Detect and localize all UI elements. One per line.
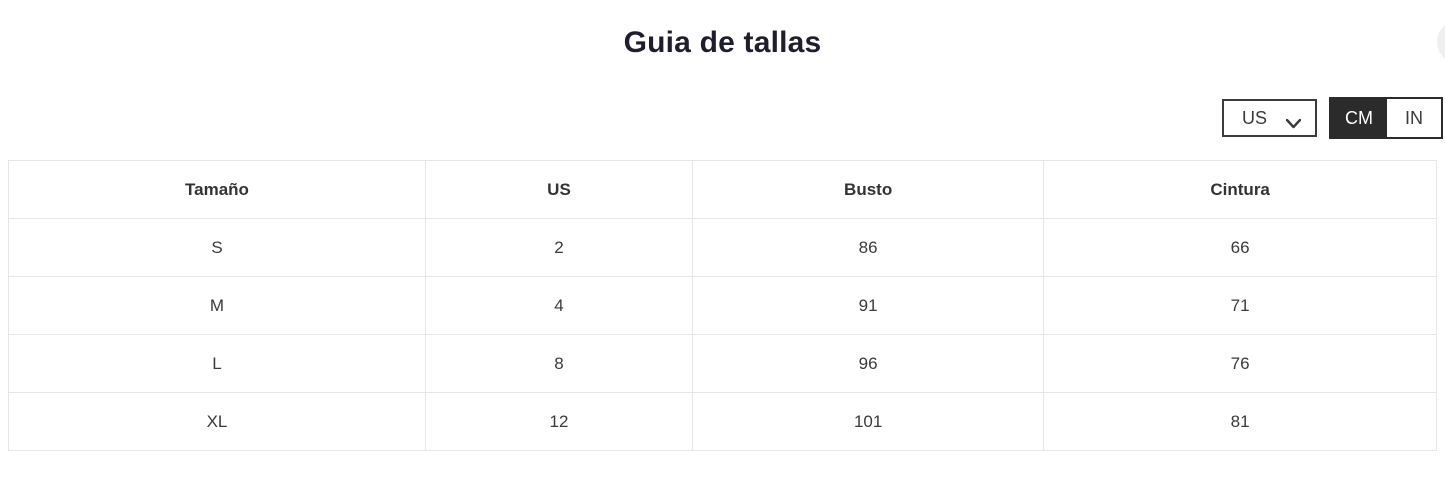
table-header-row: Tamaño US Busto Cintura xyxy=(8,160,1437,219)
unit-controls: US CM IN xyxy=(1222,97,1443,139)
table-cell: 96 xyxy=(691,334,1045,393)
close-button[interactable]: × xyxy=(1437,20,1445,64)
table-cell: XL xyxy=(8,392,426,451)
table-cell: M xyxy=(8,276,426,335)
table-cell: 101 xyxy=(691,392,1045,451)
table-row: L 8 96 76 xyxy=(8,334,1437,393)
table-cell: 66 xyxy=(1043,218,1437,277)
table-row: S 2 86 66 xyxy=(8,218,1437,277)
table-cell: 86 xyxy=(691,218,1045,277)
table-row: XL 12 101 81 xyxy=(8,392,1437,451)
table-cell: 2 xyxy=(424,218,694,277)
table-row: M 4 91 71 xyxy=(8,276,1437,335)
table-cell: 4 xyxy=(424,276,694,335)
table-cell: 8 xyxy=(424,334,694,393)
page-title: Guia de tallas xyxy=(623,26,822,59)
unit-toggle-cm-button[interactable]: CM xyxy=(1331,99,1387,137)
region-select-value: US xyxy=(1242,107,1268,128)
table-cell: L xyxy=(8,334,426,393)
unit-toggle: CM IN xyxy=(1329,97,1443,139)
header-cell: US xyxy=(424,160,694,219)
table-body: S 2 86 66 M 4 91 71 L 8 96 76 XL 12 101 81 xyxy=(8,218,1437,451)
header-cell: Busto xyxy=(691,160,1045,219)
header-cell: Tamaño xyxy=(8,160,426,219)
table-cell: 91 xyxy=(691,276,1045,335)
size-table: Tamaño US Busto Cintura S 2 86 66 M 4 91 71 L 8 96 76 X… xyxy=(8,160,1437,451)
table-cell: 12 xyxy=(424,392,694,451)
unit-toggle-in-button[interactable]: IN xyxy=(1387,99,1441,137)
table-cell: S xyxy=(8,218,426,277)
table-cell: 76 xyxy=(1043,334,1437,393)
table-cell: 71 xyxy=(1043,276,1437,335)
header-cell: Cintura xyxy=(1043,160,1437,219)
table-cell: 81 xyxy=(1043,392,1437,451)
chevron-down-icon xyxy=(1285,113,1302,129)
region-select[interactable]: US xyxy=(1222,99,1317,137)
